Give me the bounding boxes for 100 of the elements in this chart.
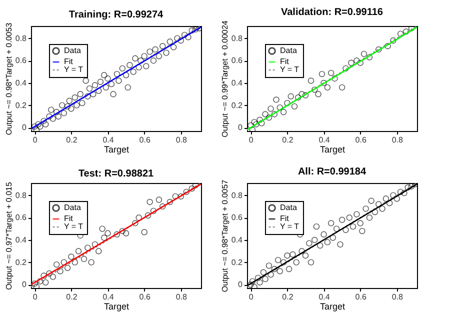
- point: [66, 98, 72, 104]
- point: [350, 223, 356, 230]
- x-tick-label: 0: [248, 292, 254, 302]
- point: [40, 118, 47, 124]
- point: [166, 198, 174, 206]
- point: [348, 60, 354, 66]
- point: [390, 192, 396, 198]
- point: [298, 248, 305, 254]
- point: [37, 278, 44, 284]
- point: [119, 65, 126, 72]
- point: [183, 188, 190, 196]
- point: [141, 229, 148, 236]
- point: [302, 252, 309, 259]
- y-tick-label: 0.8: [15, 34, 28, 43]
- point: [324, 239, 331, 246]
- point: [42, 121, 49, 128]
- point: [315, 91, 322, 98]
- point: [104, 75, 111, 82]
- point: [55, 113, 62, 120]
- x-tick-label: 0.6: [139, 292, 151, 302]
- legend-label: Data: [64, 46, 82, 55]
- point: [58, 102, 66, 108]
- point: [324, 84, 331, 91]
- legend-label: Y = T: [64, 65, 84, 74]
- point: [97, 78, 104, 85]
- x-axis-title: Target: [104, 302, 130, 312]
- point: [92, 241, 98, 248]
- point: [75, 248, 82, 254]
- point: [338, 84, 346, 91]
- point: [178, 37, 184, 44]
- point: [188, 27, 195, 34]
- point: [256, 279, 263, 286]
- point: [35, 121, 42, 128]
- point: [332, 75, 338, 82]
- point: [302, 92, 309, 98]
- point: [124, 84, 131, 91]
- point: [101, 72, 108, 78]
- point: [40, 272, 47, 279]
- y-axis-title: Output ~= 0.98*Target + 0.0053: [4, 22, 14, 136]
- point: [138, 58, 144, 64]
- point: [342, 226, 349, 233]
- point: [84, 93, 91, 100]
- y-tick-label: 0.2: [231, 258, 244, 267]
- point: [110, 91, 116, 98]
- point: [192, 26, 199, 32]
- point: [64, 103, 71, 110]
- legend-label: Fit: [280, 57, 290, 66]
- x-tick-label: 0.2: [66, 292, 78, 302]
- point: [262, 276, 268, 282]
- point: [290, 251, 296, 258]
- point: [333, 226, 340, 232]
- point: [50, 274, 56, 280]
- point: [156, 53, 162, 60]
- y-tick-label: 0.6: [231, 56, 244, 66]
- point: [359, 228, 366, 234]
- point: [368, 198, 374, 204]
- x-axis-title: Target: [320, 302, 346, 312]
- point: [86, 85, 93, 92]
- point: [46, 113, 52, 120]
- point: [291, 103, 298, 110]
- point: [114, 70, 120, 78]
- y-tick-label: 0: [238, 123, 244, 132]
- point: [397, 30, 404, 37]
- point: [271, 266, 278, 272]
- point: [64, 264, 71, 271]
- legend-label: Y = T: [280, 65, 300, 74]
- point: [295, 94, 302, 101]
- point: [360, 50, 368, 58]
- point: [357, 220, 364, 226]
- point: [318, 70, 326, 78]
- point: [346, 214, 352, 221]
- point: [320, 80, 327, 86]
- y-tick-label: 0.8: [15, 190, 28, 200]
- point: [54, 261, 60, 268]
- y-tick-label: 0: [22, 280, 28, 290]
- y-tick-label: 0.8: [231, 34, 244, 43]
- point: [188, 186, 195, 192]
- point: [273, 96, 280, 103]
- point: [57, 268, 64, 274]
- point: [122, 72, 130, 78]
- legend-label: Fit: [280, 214, 290, 223]
- point: [77, 91, 84, 98]
- point: [32, 123, 38, 130]
- y-tick-label: 0.6: [15, 213, 28, 222]
- point: [46, 270, 52, 277]
- point: [185, 34, 192, 40]
- point: [122, 230, 130, 236]
- point: [130, 68, 136, 75]
- point: [276, 104, 283, 111]
- point: [254, 274, 262, 282]
- point: [141, 53, 148, 60]
- point: [328, 220, 334, 226]
- point: [152, 46, 158, 53]
- y-tick-label: 0.8: [231, 190, 244, 200]
- y-axis-title: Output ~= 0.97*Target + 0.015: [4, 182, 14, 290]
- point: [404, 184, 411, 191]
- x-tick-label: 0.4: [102, 136, 114, 144]
- point: [384, 43, 391, 50]
- point: [146, 48, 153, 55]
- point: [317, 242, 324, 249]
